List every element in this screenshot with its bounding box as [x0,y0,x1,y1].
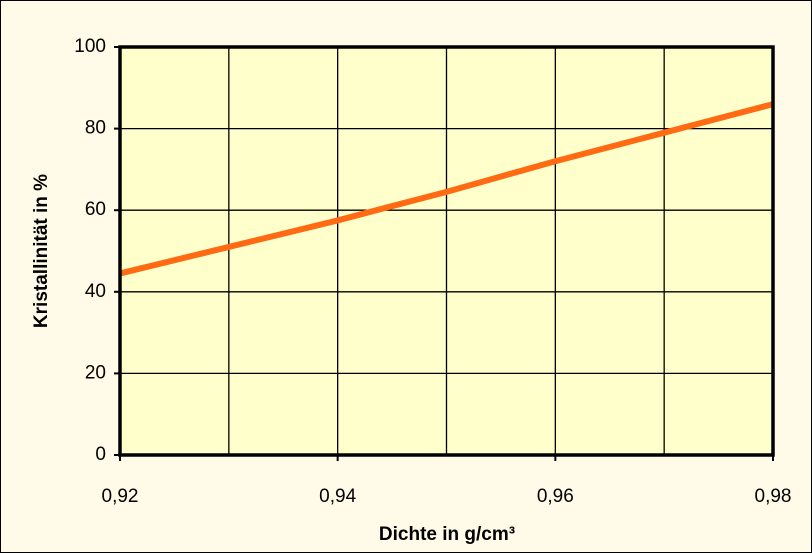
y-tick-label: 20 [85,362,106,383]
y-tick-label: 80 [85,118,106,139]
plot-border [118,45,775,457]
y-tick-label: 40 [85,281,106,302]
y-tick-label: 100 [74,36,106,57]
y-axis-title: Kristallinität in % [31,174,52,328]
x-tick-label: 0,96 [537,486,574,507]
y-tick-label: 60 [85,199,106,220]
data-line [119,101,774,277]
x-tick-label: 0,94 [319,486,356,507]
x-tick-label: 0,98 [755,486,792,507]
y-tick-label: 0 [95,444,106,465]
x-tick-label: 0,92 [102,486,139,507]
x-axis-title: Dichte in g/cm³ [379,524,515,545]
marks [119,101,774,277]
